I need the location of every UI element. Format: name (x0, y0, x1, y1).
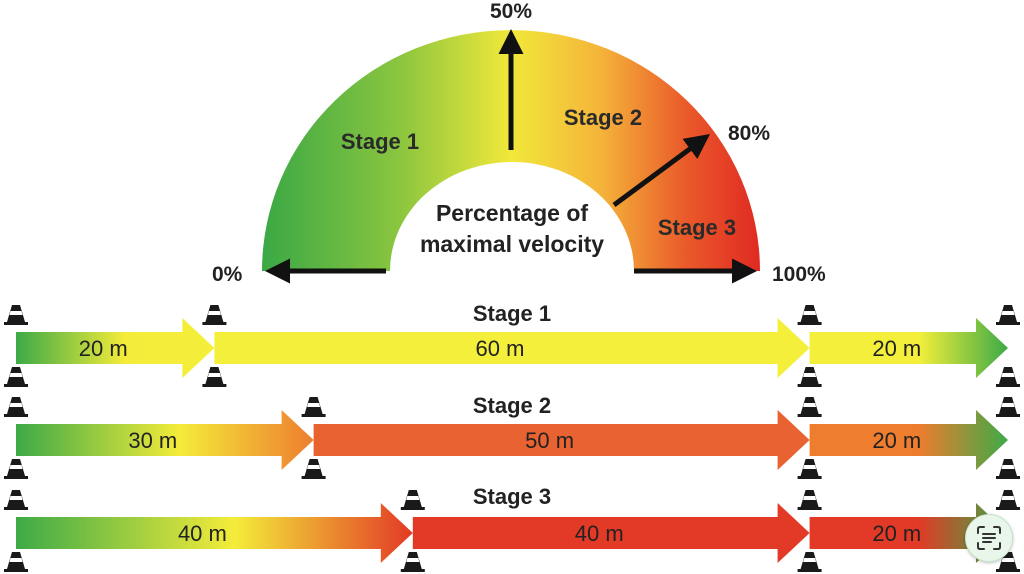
traffic-cone-icon (4, 490, 28, 510)
gauge-zone-stage-1: Stage 1 (341, 129, 419, 154)
traffic-cone-icon (996, 459, 1020, 479)
traffic-cone-icon (797, 305, 822, 325)
segment-arrow (16, 318, 215, 378)
segment-arrow (412, 503, 810, 563)
gauge-tick-50: 50% (490, 0, 532, 23)
gauge-80-pointer (612, 134, 711, 208)
traffic-cone-icon (797, 490, 822, 510)
segment-arrow (313, 410, 810, 470)
segment-distance-label: 30 m (128, 428, 177, 453)
traffic-cone-icon (301, 397, 326, 417)
gauge-center-label-line2: maximal velocity (420, 231, 604, 257)
gauge-zone-stage-3: Stage 3 (658, 215, 736, 240)
gauge-center-label-line1: Percentage of (436, 200, 588, 226)
traffic-cone-icon (400, 552, 425, 572)
protocol-row-2: Stage 2 30 m 50 m 20 m (16, 393, 1008, 470)
segment-distance-label: 20 m (872, 336, 921, 361)
protocol-title: Stage 1 (473, 301, 551, 326)
traffic-cone-icon (4, 305, 28, 325)
traffic-cone-icon (996, 397, 1020, 417)
gauge-tick-100: 100% (772, 263, 826, 286)
gauge-zone-stage-2: Stage 2 (564, 105, 642, 130)
segment-arrow (16, 410, 314, 470)
segment-arrow (16, 503, 413, 563)
protocol-title: Stage 2 (473, 393, 551, 418)
protocol-title: Stage 3 (473, 484, 551, 509)
protocol-row-1: Stage 1 20 m 60 m 20 m (16, 301, 1008, 378)
traffic-cone-icon (4, 367, 28, 387)
gauge-tick-0: 0% (212, 263, 243, 286)
traffic-cone-icon (4, 397, 28, 417)
text-scan-button[interactable] (965, 514, 1013, 562)
segment-arrow (809, 503, 1008, 563)
segment-arrow (214, 318, 810, 378)
segment-distance-label: 50 m (525, 428, 574, 453)
traffic-cone-icon (301, 459, 326, 479)
traffic-cone-icon (797, 367, 822, 387)
traffic-cone-icon (4, 459, 28, 479)
text-scan-icon (977, 526, 1001, 550)
traffic-cone-icon (797, 397, 822, 417)
traffic-cone-icon (4, 552, 28, 572)
segment-arrow (809, 318, 1008, 378)
traffic-cone-icon (202, 367, 227, 387)
traffic-cone-icon (996, 305, 1020, 325)
segment-distance-label: 20 m (872, 521, 921, 546)
traffic-cone-icon (797, 459, 822, 479)
traffic-cone-icon (400, 490, 425, 510)
velocity-gauge: 0% 50% 80% 100% Stage 1 Stage 2 Stage 3 … (212, 0, 826, 286)
protocol-row-3: Stage 3 40 m 40 m 20 m (16, 484, 1008, 563)
segment-distance-label: 40 m (178, 521, 227, 546)
traffic-cone-icon (797, 552, 822, 572)
segment-distance-label: 20 m (79, 336, 128, 361)
traffic-cone-icon (202, 305, 227, 325)
gauge-tick-80: 80% (728, 122, 770, 145)
gauge-arc (262, 30, 760, 272)
segment-distance-label: 20 m (872, 428, 921, 453)
traffic-cone-icon (996, 490, 1020, 510)
traffic-cone-icon (996, 367, 1020, 387)
segment-distance-label: 40 m (575, 521, 624, 546)
segment-arrow (809, 410, 1008, 470)
segment-distance-label: 60 m (476, 336, 525, 361)
